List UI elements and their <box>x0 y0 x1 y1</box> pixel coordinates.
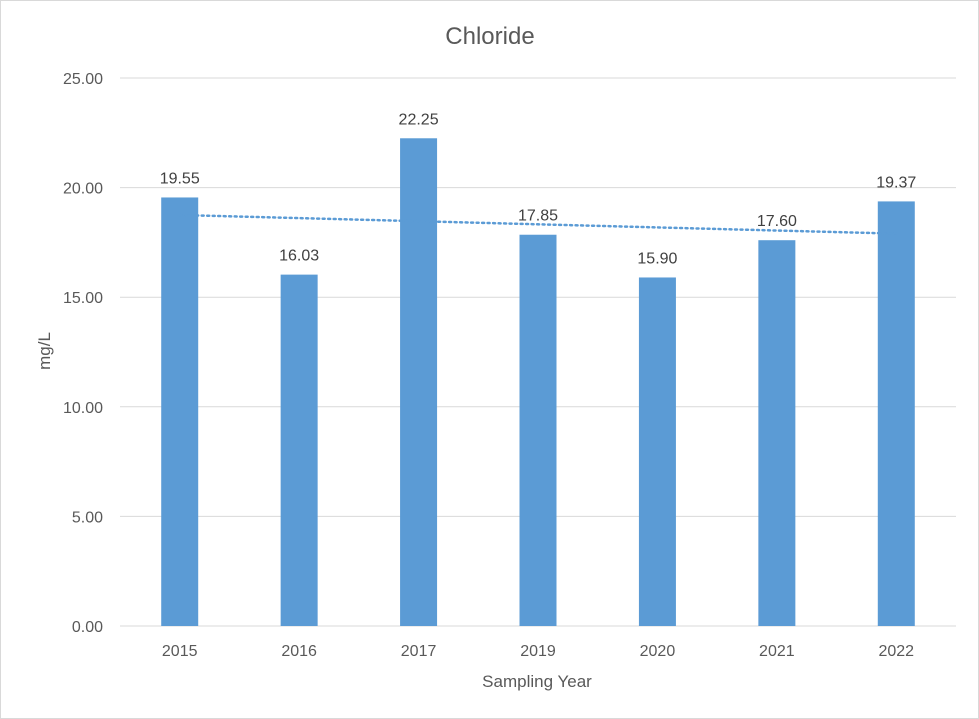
bar-2016 <box>280 274 318 626</box>
bar-2019 <box>519 234 557 626</box>
x-tick-label-2017: 2017 <box>401 643 437 660</box>
bar-2021 <box>758 240 796 626</box>
trendline-group <box>178 213 898 235</box>
bar-2022 <box>877 201 915 626</box>
y-tick-label: 0.00 <box>72 619 103 636</box>
bar-2015 <box>161 197 199 627</box>
y-tick-label: 20.00 <box>63 181 103 198</box>
y-tick-label: 5.00 <box>72 509 103 526</box>
data-label-2016: 16.03 <box>279 248 319 265</box>
x-tick-label-2016: 2016 <box>281 643 317 660</box>
data-label-2021: 17.60 <box>757 213 797 230</box>
x-axis-tick-labels: 2015 2016 2017 2019 2020 2021 2022 <box>162 643 914 660</box>
y-tick-label: 10.00 <box>63 400 103 417</box>
x-tick-label-2022: 2022 <box>878 643 914 660</box>
y-axis-tick-labels: 0.00 5.00 10.00 15.00 20.00 25.00 <box>63 71 103 636</box>
y-tick-label: 25.00 <box>63 71 103 88</box>
y-tick-label: 15.00 <box>63 290 103 307</box>
data-label-2022: 19.37 <box>876 174 916 191</box>
y-axis-title: mg/L <box>35 332 54 370</box>
data-label-2019: 17.85 <box>518 208 558 225</box>
chart-title: Chloride <box>445 23 534 50</box>
x-tick-label-2019: 2019 <box>520 643 556 660</box>
data-label-2020: 15.90 <box>637 250 677 267</box>
data-label-2017: 22.25 <box>399 111 439 128</box>
bar-2017 <box>400 138 438 626</box>
x-axis-title: Sampling Year <box>482 672 592 691</box>
x-tick-label-2015: 2015 <box>162 643 198 660</box>
x-tick-label-2020: 2020 <box>640 643 676 660</box>
x-tick-label-2021: 2021 <box>759 643 795 660</box>
data-labels: 19.55 16.03 22.25 17.85 15.90 17.60 19.37 <box>160 111 917 267</box>
data-label-2015: 19.55 <box>160 170 200 187</box>
bar-2020 <box>638 277 676 626</box>
trendline <box>178 213 898 235</box>
bars <box>161 138 915 627</box>
